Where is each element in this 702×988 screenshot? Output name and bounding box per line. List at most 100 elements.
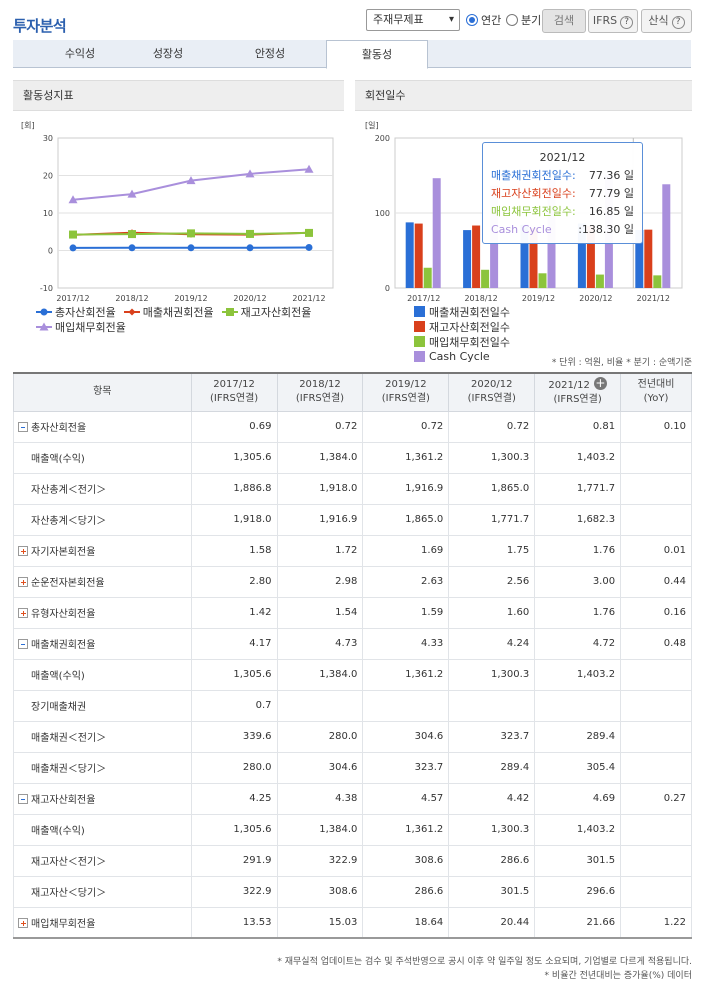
value-cell: 4.38: [276, 782, 364, 815]
yoy-cell: 0.27: [620, 782, 692, 815]
ifrs-button[interactable]: IFRS?: [588, 9, 638, 33]
radio-annual[interactable]: 연간: [466, 12, 501, 28]
value-cell: 301.5: [448, 875, 536, 908]
row-label: 자산총계＜전기＞: [13, 472, 192, 505]
row-label-text: 재고자산＜당기＞: [31, 888, 107, 899]
radio-quarter-label: 분기: [521, 14, 542, 27]
statement-type-select[interactable]: 주재무제표 ▾: [366, 9, 460, 31]
footer-notes: * 재무실적 업데이트는 검수 및 주석반영으로 공시 이후 약 일주일 정도 …: [277, 955, 692, 983]
x-tick-label: 2021/12: [292, 294, 325, 302]
value-cell: 4.72: [534, 627, 622, 660]
value-cell: 4.42: [448, 782, 536, 815]
tab-growth[interactable]: 성장성: [152, 47, 184, 60]
value-cell: 1,916.9: [276, 503, 364, 536]
value-cell: 322.9: [190, 875, 278, 908]
value-cell: 1.75: [448, 534, 536, 567]
tooltip-label: 매입채무회전일수:: [491, 205, 576, 218]
search-button[interactable]: 검색: [542, 9, 586, 33]
value-cell: 0.72: [362, 410, 450, 443]
activity-table: 항목 2017/12 (IFRS연결) 2018/12 (IFRS연결) 2019/…: [13, 372, 692, 939]
collapse-icon[interactable]: [18, 794, 28, 804]
tab-activity[interactable]: 활동성: [326, 40, 428, 69]
series-line: [72, 168, 310, 201]
expand-icon[interactable]: [18, 546, 28, 556]
expand-icon[interactable]: [18, 577, 28, 587]
tab-profitability[interactable]: 수익성: [64, 47, 96, 60]
value-cell: 13.53: [190, 906, 278, 939]
help-icon: ?: [620, 16, 634, 29]
yoy-cell: [620, 813, 692, 846]
y-tick-label: 200: [375, 134, 390, 143]
data-point: [305, 243, 313, 251]
activity-chart-legend: 총자산회전율 매출채권회전율 재고자산회전율 매입채무회전율: [36, 304, 346, 334]
value-cell: 1,384.0: [276, 441, 364, 474]
collapse-icon[interactable]: [18, 639, 28, 649]
yoy-cell: 0.48: [620, 627, 692, 660]
data-point: [127, 189, 137, 198]
table-row: 매출액(수익) 1,305.6 1,384.0 1,361.2 1,300.3 1,403…: [13, 658, 692, 691]
value-cell: 1,305.6: [190, 658, 278, 691]
y-tick-label: -10: [40, 284, 53, 293]
add-column-icon[interactable]: +: [593, 376, 607, 391]
bar: [635, 229, 644, 288]
table-header-row: 항목 2017/12 (IFRS연결) 2018/12 (IFRS연결) 2019/…: [13, 372, 692, 412]
value-cell: 308.6: [276, 875, 364, 908]
row-label: 자산총계＜당기＞: [13, 503, 192, 536]
legend-item: 매입채무회전율: [36, 319, 126, 334]
value-cell: [276, 689, 364, 722]
unit-notes: * 단위 : 억원, 비율 * 분기 : 순액기준: [551, 358, 692, 368]
expand-icon[interactable]: [18, 917, 28, 928]
x-tick-label: 2019/12: [174, 294, 207, 302]
table-row: 유형자산회전율 1.42 1.54 1.59 1.60 1.76 0.16: [13, 596, 692, 629]
value-cell: 1,361.2: [362, 658, 450, 691]
legend-label: 매입채무회전율: [55, 320, 126, 334]
y-tick-label: 0: [48, 247, 53, 256]
value-cell: 0.69: [190, 410, 278, 443]
chevron-down-icon: ▾: [448, 14, 454, 25]
legend-label: Cash Cycle: [429, 350, 490, 363]
yoy-cell: [620, 751, 692, 784]
row-label: 매출액(수익): [13, 813, 192, 846]
row-label: 매출채권＜전기＞: [13, 720, 192, 753]
value-cell: 1,403.2: [534, 441, 622, 474]
bar: [653, 275, 662, 288]
yoy-cell: 0.44: [620, 565, 692, 598]
tab-bar: 수익성 성장성 안정성 활동성: [13, 40, 691, 69]
value-cell: 21.66: [534, 906, 622, 939]
row-label-text: 매출채권회전율: [31, 640, 96, 651]
row-label-text: 자산총계＜전기＞: [31, 485, 107, 496]
col-header-item: 항목: [13, 372, 192, 412]
help-icon: ?: [671, 16, 685, 29]
value-cell: 1,403.2: [534, 813, 622, 846]
bar: [595, 274, 604, 288]
yoy-cell: [620, 875, 692, 908]
value-cell: 0.72: [276, 410, 364, 443]
page-title: 투자분석: [13, 17, 67, 35]
value-cell: 323.7: [448, 720, 536, 753]
row-label-text: 매입채무회전율: [31, 918, 96, 930]
collapse-icon[interactable]: [18, 422, 28, 432]
formula-button[interactable]: 산식?: [641, 9, 692, 33]
tab-stability[interactable]: 안정성: [254, 47, 286, 60]
activity-indicator-panel-title: 활동성지표: [13, 80, 344, 111]
row-label-text: 매출액(수익): [31, 454, 85, 465]
value-cell: 1,916.9: [362, 472, 450, 505]
bar: [414, 223, 423, 288]
radio-unselected-icon: [506, 14, 518, 26]
tooltip-title: 2021/12: [539, 151, 586, 164]
x-tick-label: 2017/12: [56, 294, 89, 302]
tooltip-value: 16.85 일: [588, 205, 634, 218]
value-cell: 291.9: [190, 844, 278, 877]
expand-icon[interactable]: [18, 608, 28, 618]
col-header-year: 2017/12 (IFRS연결): [190, 372, 278, 412]
radio-quarter[interactable]: 분기: [506, 12, 541, 28]
bar: [481, 269, 490, 288]
legend-item: 재고자산회전일수: [414, 319, 540, 334]
radio-selected-icon: [466, 14, 478, 26]
legend-label: 매입채무회전일수: [429, 335, 510, 349]
table-row: 매출액(수익) 1,305.6 1,384.0 1,361.2 1,300.3 1,403…: [13, 441, 692, 474]
x-tick-label: 2020/12: [579, 294, 612, 302]
value-cell: 323.7: [362, 751, 450, 784]
value-cell: 1,300.3: [448, 441, 536, 474]
